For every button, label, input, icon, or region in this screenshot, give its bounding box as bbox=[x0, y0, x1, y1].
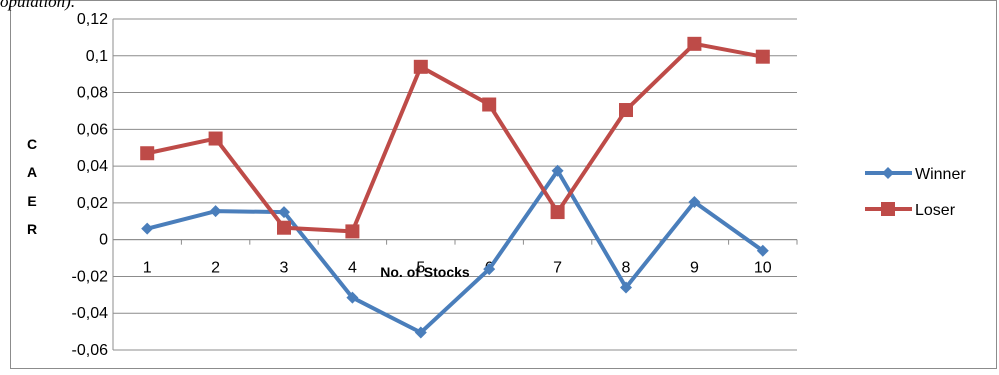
legend-label-winner: Winner bbox=[915, 166, 966, 183]
x-tick-label: 5 bbox=[416, 260, 425, 277]
y-tick-label: 0,08 bbox=[77, 85, 108, 102]
point-loser bbox=[482, 97, 497, 112]
y-tick-label: 0,04 bbox=[77, 158, 108, 175]
y-tick-labels: -0,06 -0,04 -0,02 0 0,02 0,04 0,06 0,08 0,1 0,12 bbox=[72, 11, 109, 359]
point-winner bbox=[756, 244, 769, 257]
point-winner bbox=[688, 195, 701, 208]
x-tick-label: 2 bbox=[211, 260, 220, 277]
point-winner bbox=[278, 206, 290, 219]
legend-item-loser: Loser bbox=[865, 202, 956, 219]
point-winner bbox=[209, 205, 222, 218]
x-tick-label: 1 bbox=[143, 260, 152, 277]
legend-label-loser: Loser bbox=[915, 202, 956, 219]
y-tick-label: 0,02 bbox=[77, 195, 108, 212]
caption-fragment: opulation). bbox=[0, 0, 75, 11]
point-winner bbox=[141, 222, 154, 235]
x-tick-label: 10 bbox=[754, 260, 772, 277]
series-line-winner bbox=[146, 168, 764, 335]
x-tick-label: 4 bbox=[348, 260, 357, 277]
point-loser bbox=[413, 59, 428, 74]
point-winner bbox=[620, 281, 632, 294]
point-loser bbox=[208, 131, 223, 146]
y-tick-label: 0,06 bbox=[77, 121, 108, 138]
y-axis-label-letter: E bbox=[27, 193, 36, 209]
point-loser bbox=[619, 103, 633, 118]
point-winner bbox=[414, 326, 427, 339]
y-axis-label-letter: R bbox=[27, 221, 37, 237]
point-winner bbox=[346, 291, 359, 304]
point-loser bbox=[277, 220, 291, 235]
series-loser bbox=[140, 36, 770, 239]
y-tick-label: 0,1 bbox=[86, 48, 108, 65]
y-tick-label: -0,06 bbox=[72, 342, 109, 359]
axes bbox=[112, 19, 798, 350]
point-winner bbox=[483, 263, 496, 276]
point-loser bbox=[140, 146, 155, 161]
point-loser bbox=[550, 205, 565, 220]
x-tick-label: 9 bbox=[690, 260, 699, 277]
legend: Winner Loser bbox=[865, 166, 966, 219]
y-tick-label: -0,04 bbox=[72, 305, 109, 322]
legend-marker-winner bbox=[882, 167, 894, 179]
chart-frame bbox=[10, 0, 997, 369]
grid-lines bbox=[113, 18, 797, 351]
y-tick-label: 0,12 bbox=[77, 11, 108, 28]
point-winner bbox=[551, 164, 564, 177]
x-axis-label: No. of Stocks bbox=[380, 264, 470, 280]
y-axis-label-letter: A bbox=[27, 164, 37, 180]
y-tick-label: 0 bbox=[99, 232, 108, 249]
y-axis-label-letter: C bbox=[27, 136, 37, 152]
point-loser bbox=[687, 36, 702, 51]
point-loser bbox=[755, 49, 770, 64]
y-tick-label: -0,02 bbox=[72, 268, 109, 285]
series-layer bbox=[140, 36, 770, 339]
series-line-loser bbox=[146, 41, 764, 234]
legend-marker-loser bbox=[881, 202, 895, 216]
x-tick-label: 3 bbox=[280, 260, 289, 277]
legend-item-winner: Winner bbox=[865, 166, 966, 183]
series-winner bbox=[141, 164, 769, 339]
point-loser bbox=[345, 224, 360, 239]
x-tick-label: 7 bbox=[553, 260, 562, 277]
x-tick-label: 8 bbox=[622, 260, 631, 277]
